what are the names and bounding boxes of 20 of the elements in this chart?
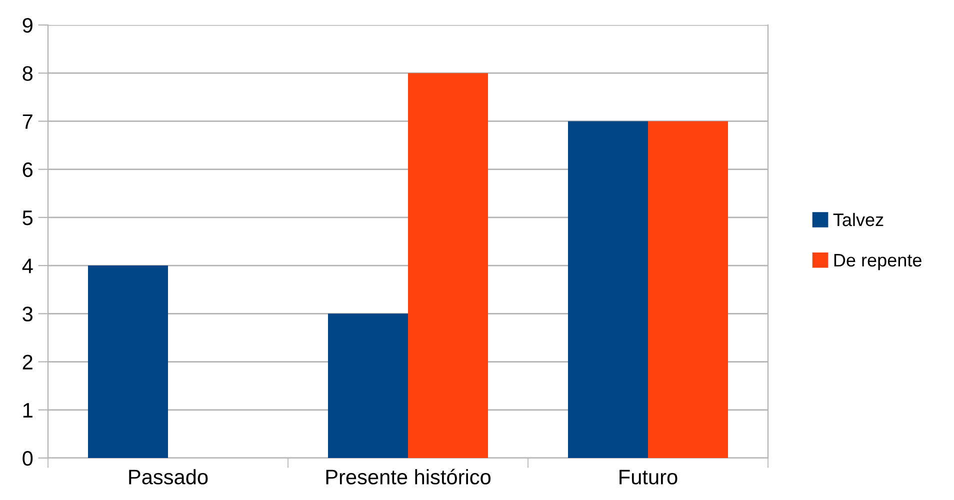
- y-tick-label: 8: [22, 66, 33, 81]
- x-tick-label: Presente histórico: [326, 468, 491, 484]
- legend-label: De repente: [834, 254, 922, 270]
- bar: [648, 121, 728, 458]
- y-tick-label: 6: [22, 162, 32, 178]
- y-tick-label: 5: [22, 210, 33, 226]
- y-tick-label: 3: [22, 306, 32, 322]
- y-tick-label: 1: [23, 403, 32, 418]
- bar: [328, 314, 408, 458]
- y-tick-label: 0: [22, 451, 33, 466]
- bar: [88, 266, 168, 458]
- y-tick-label: 4: [22, 258, 33, 274]
- x-tick-label: Futuro: [620, 470, 678, 484]
- y-tick-label: 9: [22, 18, 32, 33]
- bar: [408, 73, 488, 458]
- y-tick-label: 7: [22, 114, 32, 129]
- bar: [568, 121, 648, 458]
- legend-label: Talvez: [833, 212, 884, 226]
- x-tick-label: Passado: [129, 469, 208, 484]
- y-tick-label: 2: [22, 354, 32, 370]
